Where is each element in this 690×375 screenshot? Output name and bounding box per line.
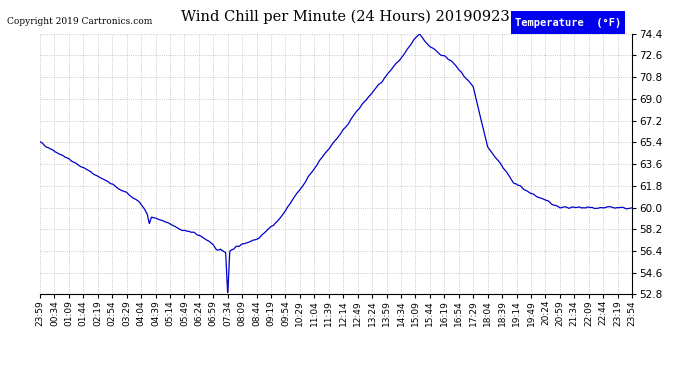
Text: Temperature  (°F): Temperature (°F) [515,18,621,27]
Text: Copyright 2019 Cartronics.com: Copyright 2019 Cartronics.com [7,17,152,26]
Text: Wind Chill per Minute (24 Hours) 20190923: Wind Chill per Minute (24 Hours) 2019092… [181,9,509,24]
